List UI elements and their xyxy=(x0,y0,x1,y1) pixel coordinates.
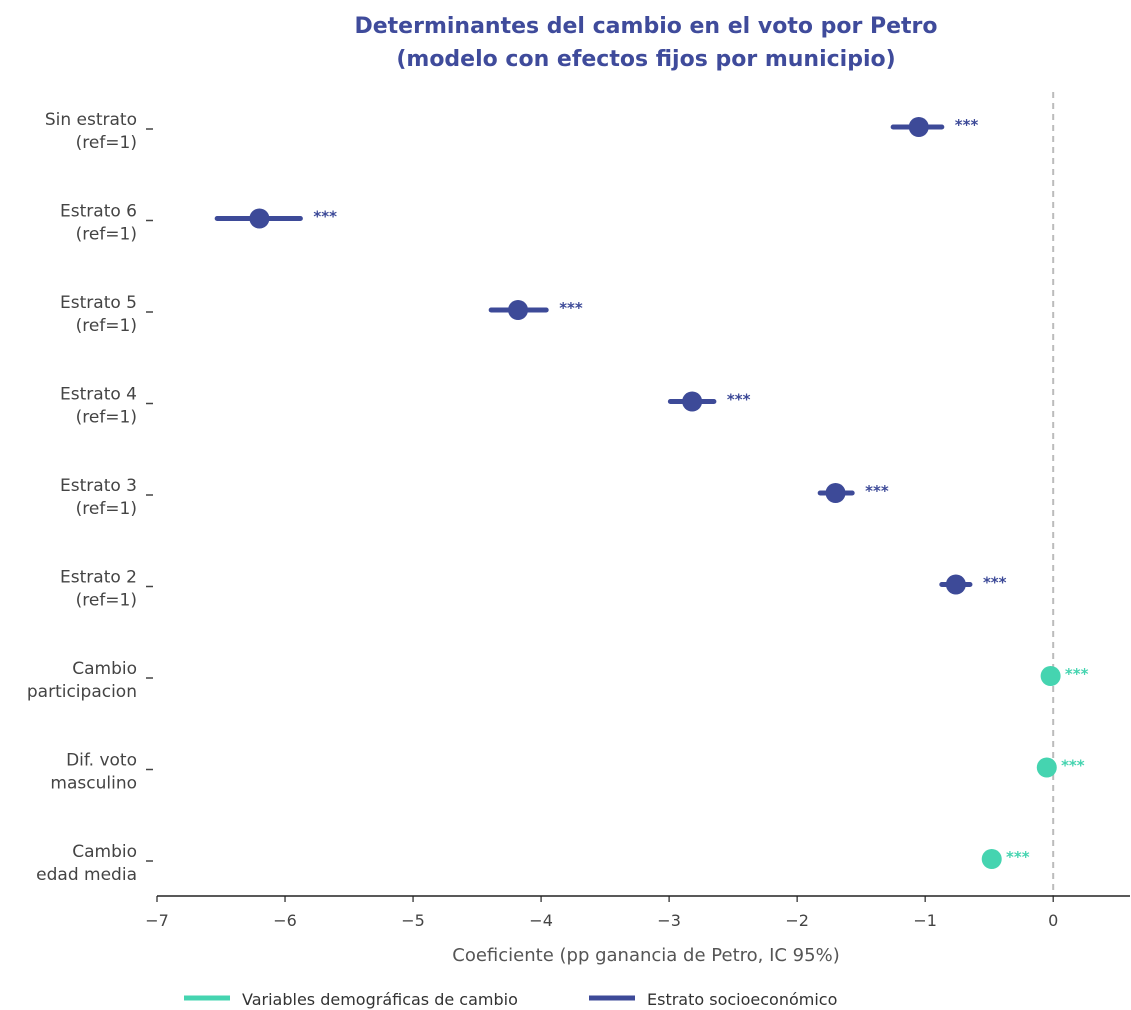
y-label-2-line-1: Estrato 5 xyxy=(60,293,137,313)
significance-stars-8: *** xyxy=(1006,848,1030,866)
y-axis-labels: Sin estrato (ref=1) Estrato 6 (ref=1) Estrat… xyxy=(27,110,153,885)
y-label-2-line-2: (ref=1) xyxy=(76,316,137,336)
significance-stars-1: *** xyxy=(313,208,337,226)
x-tick-label-1: −6 xyxy=(273,911,297,930)
y-label-3-line-2: (ref=1) xyxy=(76,408,137,428)
y-label-0-line-1: Sin estrato xyxy=(45,110,137,130)
chart-title-line-2: (modelo con efectos fijos por municipio) xyxy=(396,47,895,72)
y-label-1-line-2: (ref=1) xyxy=(76,225,137,245)
point-estimate-1 xyxy=(249,208,270,229)
legend: Variables demográficas de cambio Estrato … xyxy=(184,990,837,1009)
significance-stars-0: *** xyxy=(955,116,979,134)
y-label-0-line-2: (ref=1) xyxy=(76,133,137,153)
point-estimate-5 xyxy=(945,574,966,595)
point-estimate-0 xyxy=(908,117,929,137)
x-axis-title: Coeficiente (pp ganancia de Petro, IC 95… xyxy=(452,945,839,966)
x-tick-label-0: −7 xyxy=(145,911,169,930)
significance-stars-5: *** xyxy=(983,574,1007,592)
significance-stars-6: *** xyxy=(1065,665,1089,683)
x-tick-label-7: 0 xyxy=(1048,911,1058,930)
y-label-5-line-1: Estrato 2 xyxy=(60,568,137,588)
chart-title-line-1: Determinantes del cambio en el voto por … xyxy=(354,14,937,39)
y-label-8-line-1: Cambio xyxy=(72,842,137,862)
legend-label-0: Variables demográficas de cambio xyxy=(242,990,518,1009)
y-label-7-line-1: Dif. voto xyxy=(66,751,137,771)
point-estimate-4 xyxy=(825,483,846,503)
legend-label-1: Estrato socioeconómico xyxy=(647,990,837,1009)
y-label-4-line-2: (ref=1) xyxy=(76,499,137,519)
significance-stars-7: *** xyxy=(1061,757,1085,775)
x-tick-label-4: −3 xyxy=(657,911,681,930)
y-label-7-line-2: masculino xyxy=(50,774,137,794)
point-estimate-2 xyxy=(508,300,529,320)
y-label-3-line-1: Estrato 4 xyxy=(60,385,137,405)
coefficient-points: *** *** *** *** *** *** *** *** *** xyxy=(214,116,1089,869)
y-label-6-line-1: Cambio xyxy=(72,659,137,679)
y-label-5-line-2: (ref=1) xyxy=(76,591,137,611)
x-axis: −7 −6 −5 −4 −3 −2 −1 0 xyxy=(145,895,1130,930)
y-label-4-line-1: Estrato 3 xyxy=(60,476,137,496)
y-label-8-line-2: edad media xyxy=(36,865,137,885)
x-tick-label-6: −1 xyxy=(913,911,937,930)
x-tick-label-2: −5 xyxy=(401,911,425,930)
y-label-6-line-2: participacion xyxy=(27,682,137,702)
point-estimate-8 xyxy=(981,849,1002,869)
x-tick-label-5: −2 xyxy=(785,911,809,930)
significance-stars-4: *** xyxy=(865,482,889,500)
point-estimate-6 xyxy=(1040,666,1061,686)
point-estimate-3 xyxy=(682,391,703,412)
x-tick-label-3: −4 xyxy=(529,911,553,930)
significance-stars-2: *** xyxy=(559,299,583,317)
chart-title: Determinantes del cambio en el voto por … xyxy=(354,14,937,72)
y-label-1-line-1: Estrato 6 xyxy=(60,202,137,222)
significance-stars-3: *** xyxy=(727,391,751,409)
point-estimate-7 xyxy=(1036,757,1057,778)
